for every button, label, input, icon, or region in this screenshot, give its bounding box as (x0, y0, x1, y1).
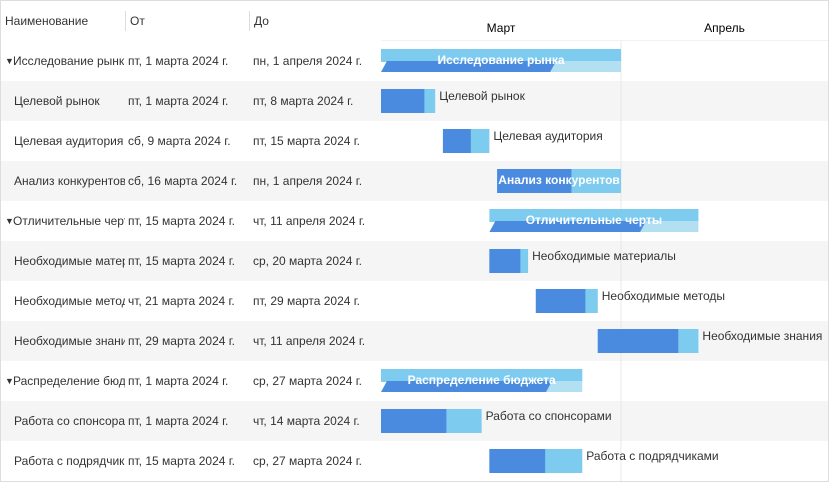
task-start: пт, 29 марта 2024 г. (128, 334, 235, 348)
column-header: От (125, 11, 249, 31)
task-name: Необходимые материалы (14, 254, 125, 268)
task-name: Целевая аудитория (14, 134, 124, 148)
summary-progress (381, 61, 557, 72)
task-row: Целевой рынок пт, 1 марта 2024 г. пт, 8 ма… (1, 81, 381, 121)
task-start: пт, 1 марта 2024 г. (128, 414, 229, 428)
column-header: До (249, 11, 381, 31)
task-progress (442, 129, 471, 153)
task-end: чт, 11 апреля 2024 г. (253, 334, 366, 348)
task-end: ср, 20 марта 2024 г. (253, 254, 363, 268)
timeline-header-bg (381, 1, 828, 41)
task-name: Необходимые знания (14, 334, 125, 348)
bar-label: Исследование рынка (437, 53, 564, 67)
expand-icon: ▼ (5, 376, 14, 386)
expand-icon: ▼ (5, 56, 14, 66)
task-progress (381, 89, 425, 113)
task-end: пт, 29 марта 2024 г. (253, 294, 360, 308)
task-end: ср, 27 марта 2024 г. (253, 374, 363, 388)
task-name: Необходимые методы (14, 294, 125, 308)
summary-remaining (550, 61, 621, 72)
bar-label: Необходимые знания (702, 329, 822, 343)
summary-bar (381, 369, 583, 382)
bar-label: Отличительные черты (526, 213, 662, 227)
task-row: ▼Распределение бюджетапт, 1 марта 2024 г… (1, 361, 381, 401)
task-name: Работа со спонсорами (14, 414, 125, 428)
task-name: Отличительные черты (13, 214, 125, 228)
task-end: пт, 15 марта 2024 г. (253, 134, 360, 148)
bar-label: Работа с подрядчиками (586, 449, 718, 463)
column-header: Наименование (5, 14, 89, 28)
month-label: Март (487, 21, 516, 35)
task-end: пт, 8 марта 2024 г. (253, 94, 354, 108)
task-end: ср, 27 марта 2024 г. (253, 454, 363, 468)
row-bg (381, 281, 828, 321)
row-bg (381, 441, 828, 481)
task-start: сб, 16 марта 2024 г. (128, 174, 238, 188)
expand-icon: ▼ (5, 216, 14, 226)
task-start: пт, 1 марта 2024 г. (128, 54, 229, 68)
task-start: пт, 15 марта 2024 г. (128, 214, 235, 228)
timeline: Март Апрель Исследование рынка Целевой рыно… (381, 1, 828, 481)
task-grid: Наименование От До ▼ Исследование рынка пт, 1… (1, 1, 381, 481)
bar-label: Целевой рынок (439, 89, 525, 103)
task-progress (489, 449, 546, 473)
task-progress (597, 329, 679, 353)
task-progress (489, 249, 521, 273)
summary-bar (381, 49, 621, 62)
task-row: ▼ Исследование рынка пт, 1 марта 2024 г. пн… (1, 41, 381, 81)
row-bg (381, 241, 828, 281)
task-row: Необходимые методы чт, 21 марта 2024 г. пт… (1, 281, 381, 321)
task-progress (535, 289, 586, 313)
bar-label: Необходимые материалы (532, 249, 676, 263)
bar-label: Необходимые методы (602, 289, 725, 303)
task-row: Целевая аудитория сб, 9 марта 2024 г. пт, … (1, 121, 381, 161)
task-start: пт, 1 марта 2024 г. (128, 374, 229, 388)
task-end: чт, 11 апреля 2024 г. (253, 214, 366, 228)
task-row: Необходимые знания пт, 29 марта 2024 г. чт… (1, 321, 381, 361)
task-start: пт, 15 марта 2024 г. (128, 454, 235, 468)
task-progress (381, 409, 447, 433)
task-name: Работа с подрядчиками (14, 454, 125, 468)
month-label: Апрель (704, 21, 745, 35)
bar-label: Целевая аудитория (493, 129, 602, 143)
task-progress (497, 169, 572, 193)
task-row: ▼Отличительные чертыпт, 15 марта 2024 г.… (1, 201, 381, 241)
bar-label: Анализ конкурентов (498, 173, 620, 187)
task-name: Исследование рынка (13, 54, 125, 68)
summary-remaining (546, 381, 583, 392)
task-row: Работа со спонсорамипт, 1 марта 2024 г. ч… (1, 401, 381, 441)
task-row: Работа с подрядчикамипт, 15 марта 2024 г… (1, 441, 381, 481)
task-row: Анализ конкурентов сб, 16 марта 2024 г. пн… (1, 161, 381, 201)
task-start: пт, 15 марта 2024 г. (128, 254, 235, 268)
summary-progress (489, 221, 647, 232)
task-row: Необходимые материалыпт, 15 марта 2024 г… (1, 241, 381, 281)
bar-label: Работа со спонсорами (486, 409, 612, 423)
task-name: Распределение бюджета (13, 374, 125, 388)
bar-label: Распределение бюджета (408, 373, 556, 387)
summary-remaining (640, 221, 699, 232)
task-start: сб, 9 марта 2024 г. (128, 134, 231, 148)
summary-progress (381, 381, 553, 392)
task-end: пн, 1 апреля 2024 г. (253, 174, 363, 188)
task-start: пт, 1 марта 2024 г. (128, 94, 229, 108)
task-end: пн, 1 апреля 2024 г. (253, 54, 363, 68)
task-name: Анализ конкурентов (14, 174, 125, 188)
summary-bar (489, 209, 699, 222)
task-start: чт, 21 марта 2024 г. (128, 294, 235, 308)
task-name: Целевой рынок (14, 94, 100, 108)
row-bg (381, 81, 828, 121)
task-end: чт, 14 марта 2024 г. (253, 414, 360, 428)
